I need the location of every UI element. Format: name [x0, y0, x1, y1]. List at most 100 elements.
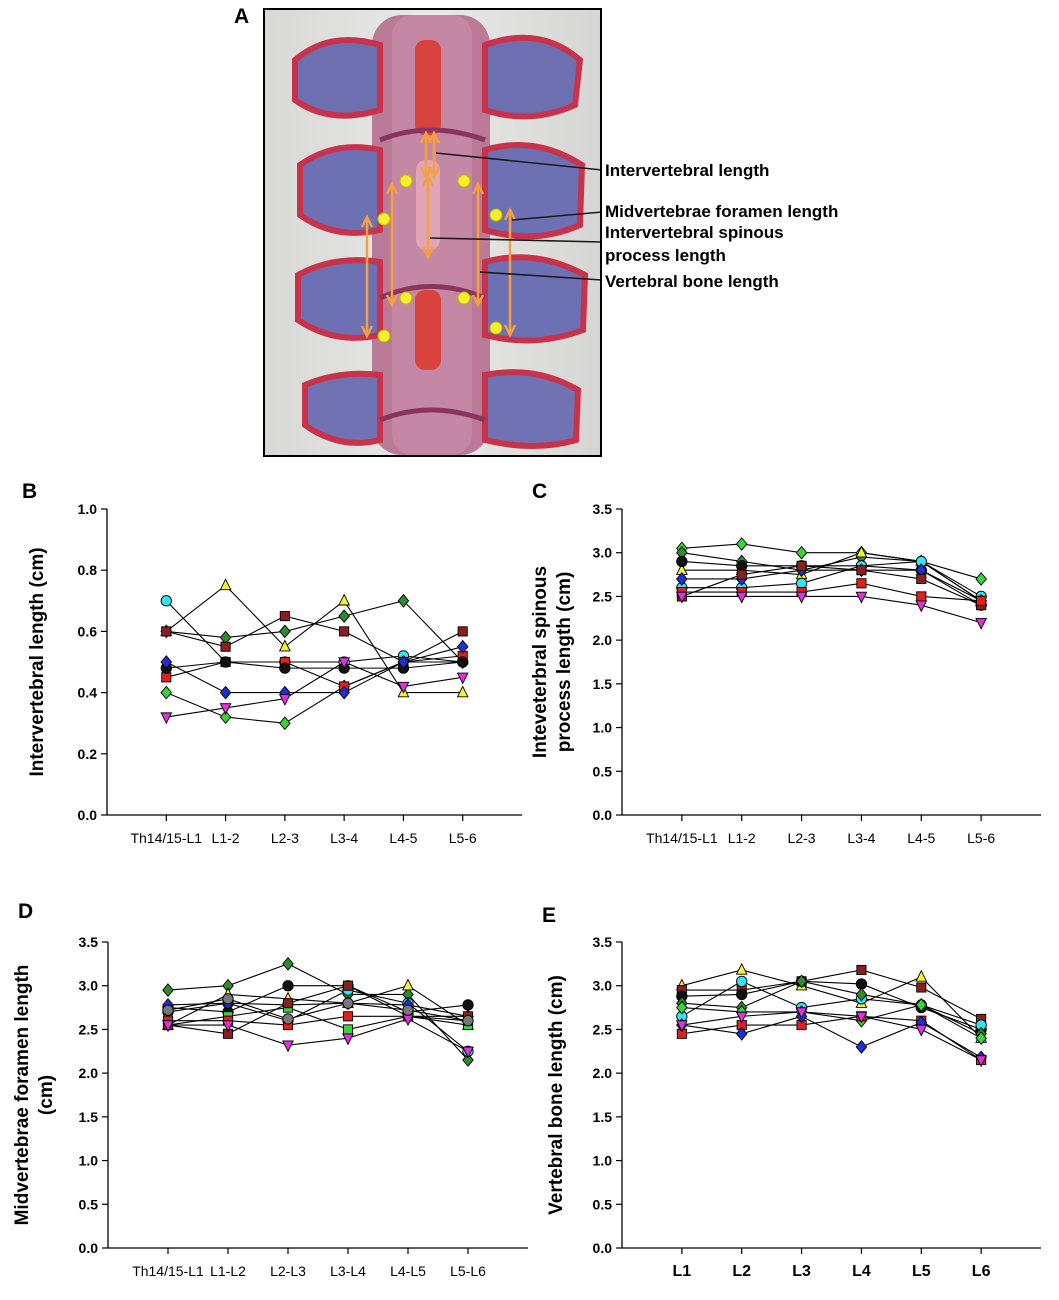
data-point: [222, 1020, 234, 1033]
y-tick-label: 1.5: [593, 676, 613, 692]
data-point: [795, 591, 808, 604]
x-tick-label: L6: [972, 1263, 991, 1280]
data-point: [975, 618, 988, 630]
x-tick-label: L5-L6: [450, 1263, 486, 1279]
series-line-magenta: [681, 595, 982, 624]
series-line-magenta: [166, 661, 463, 718]
data-point: [855, 1011, 868, 1024]
landmark-point: [489, 208, 503, 222]
series-line-red: [168, 1015, 469, 1026]
y-axis-label-line: Intervertebral length (cm): [27, 547, 48, 776]
panel-letter-c: C: [532, 480, 547, 503]
data-point: [735, 537, 748, 551]
label-midvertebrae-foramen-length: Midvertebrae foramen length: [605, 202, 838, 221]
y-tick-label: 3.0: [79, 978, 99, 994]
y-axis-label-line: Vertebral bone length (cm): [546, 975, 567, 1215]
data-point: [795, 577, 808, 589]
data-point: [402, 978, 414, 991]
y-axis-label: Vertebral bone length (cm): [546, 975, 567, 1215]
series-line-red: [681, 1015, 982, 1061]
chart-intervertebral-spinous-process-length: 0.0 0.5 1.0 1.5 2.0 2.5 3.0 3.5 Th14/15-L1 L1-2 L2…: [530, 501, 1041, 846]
y-axis-label: Inteveterbral spinous process length (cm): [530, 566, 575, 758]
data-point: [402, 1004, 414, 1016]
x-tick-label: L1-L2: [210, 1263, 246, 1279]
data-point: [282, 980, 294, 992]
data-point: [397, 593, 410, 608]
y-tick-label: 3.5: [593, 501, 613, 517]
y-tick-label: 0.0: [78, 807, 98, 823]
series-line-yellow: [167, 985, 469, 1026]
data-point: [279, 716, 291, 731]
data-point: [456, 685, 469, 698]
data-point: [462, 1015, 474, 1027]
data-point: [162, 983, 174, 997]
data-point: [975, 1031, 987, 1046]
data-point: [915, 1024, 928, 1037]
data-point: [856, 565, 867, 576]
leader-lines: [429, 152, 603, 281]
data-point: [916, 591, 927, 602]
data-point: [160, 712, 173, 725]
data-point: [160, 655, 173, 669]
y-tick-label: 0.5: [593, 1196, 613, 1212]
data-point: [855, 591, 868, 604]
data-point: [338, 685, 350, 700]
data-point: [338, 657, 351, 670]
y-tick-label: 0.4: [78, 685, 98, 701]
series-line-blue: [166, 646, 463, 694]
data-point: [338, 593, 351, 606]
data-point: [282, 1040, 294, 1053]
data-point: [916, 982, 927, 993]
photo-frame: [263, 8, 602, 457]
data-point: [278, 639, 291, 652]
y-tick-label: 2.5: [79, 1021, 99, 1037]
series-line-blue: [167, 1002, 469, 1017]
y-axis-label: Intervertebral length (cm): [27, 547, 48, 776]
y-tick-label: 1.0: [593, 720, 613, 736]
x-tick-label: L4-5: [907, 830, 935, 846]
y-tick-label: 1.5: [593, 1109, 613, 1125]
x-tick-label: L2: [732, 1263, 751, 1280]
y-tick-label: 1.5: [79, 1109, 99, 1125]
x-tick-label: L3: [792, 1263, 811, 1280]
series-line-blue: [681, 1015, 982, 1058]
data-point: [456, 639, 469, 654]
series-line-green: [167, 1007, 469, 1030]
data-point: [975, 1055, 988, 1068]
data-point: [676, 1000, 688, 1015]
data-point: [338, 609, 350, 624]
x-tick-label: L2-L3: [270, 1263, 306, 1279]
series-line-darkred: [167, 985, 468, 1035]
landmark-points: [377, 174, 503, 343]
data-point: [735, 1011, 748, 1024]
y-axis-label-line: Inteveterbral spinous: [530, 566, 551, 758]
series-line-darkred: [681, 969, 982, 1020]
series-line-darkred: [166, 615, 463, 663]
landmark-point: [377, 212, 391, 226]
y-tick-label: 1.0: [593, 1153, 613, 1169]
data-point: [162, 1004, 174, 1016]
data-point: [462, 999, 474, 1011]
x-tick-label: Th14/15-L1: [130, 830, 202, 846]
panel-letter-b: B: [22, 480, 37, 503]
data-point: [675, 591, 688, 604]
x-tick-label: L1: [673, 1263, 692, 1280]
data-point: [856, 964, 867, 976]
data-point: [279, 662, 291, 674]
series-line-darkgreen: [167, 963, 469, 1061]
landmark-point: [377, 329, 391, 343]
y-tick-label: 0.0: [593, 807, 613, 823]
y-tick-label: 2.5: [593, 588, 613, 604]
y-tick-label: 0.5: [79, 1196, 99, 1212]
y-axis-label-line: (cm): [36, 1075, 57, 1115]
data-point: [676, 572, 688, 586]
series-line-darkgreen: [166, 600, 464, 663]
data-point: [160, 595, 172, 607]
y-axis-label: Midvertebrae foramen length (cm): [12, 965, 57, 1226]
chart-midvertebrae-foramen-length: 0.0 0.5 1.0 1.5 2.0 2.5 3.0 3.5 Th14/15-L1 L1-L2 L…: [12, 934, 528, 1279]
series-line-gray: [167, 998, 469, 1022]
measurement-arrows: [360, 130, 517, 339]
data-point: [915, 969, 928, 982]
series-line-red: [681, 582, 982, 602]
transverse-processes: [292, 34, 589, 449]
